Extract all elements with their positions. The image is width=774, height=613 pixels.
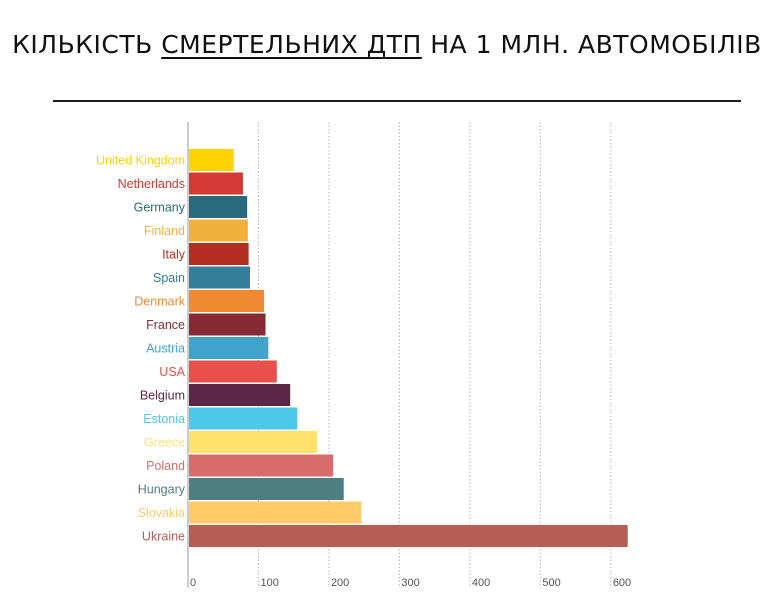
category-label-germany: Germany <box>134 201 186 215</box>
category-label-poland: Poland <box>146 459 185 473</box>
category-label-netherlands: Netherlands <box>118 177 185 191</box>
bar-estonia <box>189 407 298 430</box>
tick-labels: 0 100 200 300 400 500 600 <box>190 577 631 589</box>
title-part-1: КІЛЬКІСТЬ <box>12 30 162 59</box>
bar-france <box>189 313 266 336</box>
chart-title: КІЛЬКІСТЬ СМЕРТЕЛЬНИХ ДТП НА 1 МЛН. АВТО… <box>0 30 774 59</box>
bar-italy <box>189 243 249 265</box>
tick-label-300: 300 <box>401 577 419 589</box>
bar-finland <box>189 219 248 242</box>
bars <box>189 149 628 547</box>
tick-label-200: 200 <box>331 577 349 589</box>
tick-label-100: 100 <box>260 577 278 589</box>
category-label-austria: Austria <box>146 342 185 356</box>
title-part-2: НА 1 МЛН. АВТОМОБІЛІВ <box>421 30 762 59</box>
category-label-france: France <box>146 318 185 332</box>
category-labels: United Kingdom Netherlands Germany Finland I… <box>96 154 186 544</box>
category-label-usa: USA <box>159 365 185 379</box>
bar-denmark <box>189 290 265 312</box>
category-label-slovakia: Slovakia <box>138 506 185 520</box>
category-label-denmark: Denmark <box>134 295 185 309</box>
category-label-estonia: Estonia <box>143 412 185 426</box>
category-label-spain: Spain <box>153 271 185 285</box>
bar-united-kingdom <box>189 149 234 171</box>
bar-slovakia <box>189 501 362 524</box>
bar-usa <box>189 360 277 383</box>
bar-austria <box>189 337 269 359</box>
bar-germany <box>189 196 248 218</box>
bar-ukraine <box>189 525 628 547</box>
category-label-united-kingdom: United Kingdom <box>96 154 185 168</box>
bar-belgium <box>189 384 291 406</box>
bar-netherlands <box>189 172 243 195</box>
tick-label-0: 0 <box>190 577 196 589</box>
category-label-belgium: Belgium <box>140 389 185 403</box>
grid-lines <box>257 122 612 588</box>
bar-spain <box>189 266 251 289</box>
category-label-hungary: Hungary <box>138 483 186 497</box>
title-divider <box>53 100 741 102</box>
bar-greece <box>189 431 317 453</box>
title-emphasis: СМЕРТЕЛЬНИХ ДТП <box>161 30 422 59</box>
category-label-greece: Greece <box>144 436 185 450</box>
tick-label-500: 500 <box>542 577 560 589</box>
category-label-finland: Finland <box>144 224 185 238</box>
tick-label-600: 600 <box>613 577 631 589</box>
bar-hungary <box>189 478 344 500</box>
category-label-ukraine: Ukraine <box>142 530 185 544</box>
tick-label-400: 400 <box>472 577 490 589</box>
bar-poland <box>189 454 334 477</box>
category-label-italy: Italy <box>162 248 186 262</box>
